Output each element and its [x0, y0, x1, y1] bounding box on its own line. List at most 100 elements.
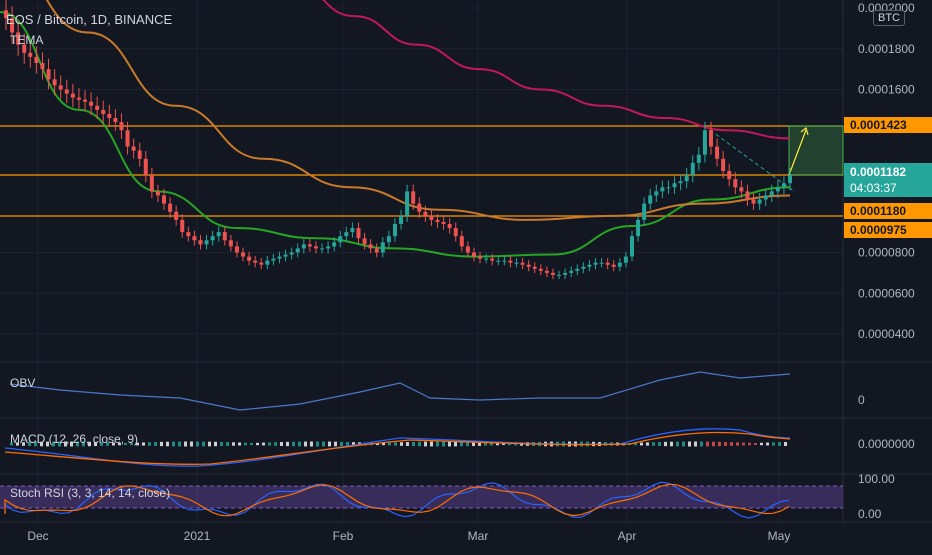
candle-body	[490, 258, 495, 261]
candle-body	[678, 181, 683, 184]
candle-body	[715, 146, 720, 159]
macd-histogram-bar	[706, 441, 709, 447]
time-axis-label: 2021	[184, 529, 211, 543]
currency-badge[interactable]: BTC	[873, 10, 905, 26]
macd-histogram-bar	[70, 441, 73, 447]
candle-body	[599, 262, 604, 264]
macd-histogram-bar	[484, 442, 487, 446]
candle-body	[34, 56, 39, 64]
candle-body	[569, 270, 574, 273]
candle-body	[76, 97, 81, 100]
candle-body	[520, 262, 525, 265]
candle-body	[441, 221, 446, 224]
candle-body	[642, 203, 647, 220]
candle-body	[241, 252, 246, 257]
candle-body	[301, 244, 306, 249]
price-tag-level-mid: 0.0001180	[844, 203, 932, 219]
candle-body	[198, 240, 203, 245]
macd-histogram-bar	[430, 441, 433, 447]
obv-legend[interactable]: OBV	[10, 376, 36, 390]
candle-body	[429, 215, 434, 220]
macd-histogram-bar	[742, 442, 745, 446]
candle-body	[137, 150, 142, 159]
candle-body	[411, 191, 416, 204]
macd-histogram-bar	[460, 441, 463, 447]
macd-histogram-bar	[382, 442, 385, 446]
macd-histogram-bar	[82, 441, 85, 447]
symbol-title[interactable]: EOS / Bitcoin, 1D, BINANCE	[6, 12, 173, 27]
macd-histogram-bar	[130, 442, 133, 446]
macd-histogram-bar	[196, 441, 199, 447]
candle-body	[320, 248, 325, 250]
macd-line	[4, 428, 791, 467]
macd-histogram-bar	[100, 442, 103, 446]
candle-body	[4, 10, 8, 19]
macd-histogram-bar	[634, 442, 637, 446]
macd-histogram-bar	[322, 441, 325, 447]
candle-body	[666, 187, 671, 189]
macd-histogram-bar	[268, 442, 271, 446]
candle-body	[617, 262, 622, 267]
macd-histogram-bar	[376, 442, 379, 446]
macd-histogram-bar	[34, 441, 37, 447]
candle-body	[672, 183, 677, 188]
candle-body	[119, 122, 124, 131]
candle-body	[587, 264, 592, 267]
price-tag-current: 0.0001182 04:03:37	[844, 163, 932, 197]
candle-body	[423, 211, 428, 216]
candle-body	[563, 272, 568, 275]
candle-body	[629, 236, 634, 257]
time-axis-label: Mar	[468, 529, 489, 543]
macd-histogram-bar	[448, 441, 451, 447]
macd-histogram-bar	[676, 441, 679, 447]
price-tick-label: 0.0000400	[858, 327, 915, 341]
stoch-rsi-legend[interactable]: Stoch RSI (3, 3, 14, 14, close)	[10, 486, 171, 500]
candle-body	[16, 32, 21, 45]
candle-body	[453, 228, 458, 237]
macd-histogram-bar	[166, 441, 169, 447]
candle-body	[344, 232, 349, 237]
macd-histogram-bar	[226, 442, 229, 446]
macd-histogram-bar	[412, 441, 415, 447]
macd-histogram-bar	[334, 441, 337, 447]
candle-body	[107, 113, 112, 119]
candle-body	[721, 158, 726, 171]
candle-body	[745, 191, 750, 200]
candle-body	[64, 89, 69, 94]
macd-histogram-bar	[112, 442, 115, 446]
candle-body	[186, 232, 191, 237]
candle-body	[70, 93, 75, 98]
candle-body	[788, 175, 792, 184]
candle-body	[101, 109, 106, 114]
time-axis-label: May	[768, 529, 791, 543]
time-axis-label: Apr	[618, 529, 637, 543]
macd-histogram-bar	[190, 441, 193, 447]
stoch-band	[0, 486, 843, 508]
macd-histogram-bar	[346, 441, 349, 447]
macd-histogram-bar	[256, 442, 259, 446]
macd-histogram-bar	[490, 442, 493, 446]
candle-body	[405, 191, 410, 216]
macd-histogram-bar	[28, 442, 31, 446]
candle-body	[46, 69, 51, 80]
candle-body	[557, 274, 562, 276]
candle-body	[83, 99, 88, 102]
macd-histogram-bar	[118, 442, 121, 446]
candle-body	[295, 248, 300, 253]
candle-body	[781, 183, 786, 188]
macd-legend[interactable]: MACD (12, 26, close, 9)	[10, 432, 139, 446]
indicator-legend-tema[interactable]: TEMA	[10, 33, 44, 47]
macd-histogram-bar	[10, 442, 13, 446]
macd-histogram-bar	[46, 441, 49, 447]
candle-body	[478, 256, 483, 259]
candle-body	[611, 264, 616, 267]
macd-histogram-bar	[388, 442, 391, 446]
candle-body	[775, 187, 780, 192]
macd-histogram-bar	[328, 441, 331, 447]
candle-body	[763, 195, 768, 200]
macd-histogram-bar	[52, 441, 55, 447]
candle-body	[155, 191, 160, 196]
candle-body	[550, 272, 555, 275]
candle-body	[168, 203, 173, 212]
